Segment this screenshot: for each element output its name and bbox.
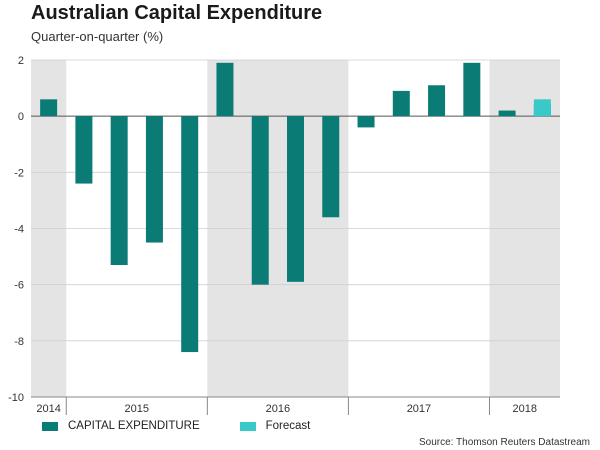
y-tick-label: -4	[14, 224, 24, 236]
x-year-label: 2018	[512, 403, 536, 415]
bar-capex	[110, 116, 128, 266]
legend-label-capex: CAPITAL EXPENDITURE	[68, 420, 200, 432]
bar-capex	[428, 85, 446, 117]
legend-item-forecast: Forecast	[239, 420, 311, 432]
bar-capex	[357, 116, 375, 128]
x-year-label: 2017	[407, 403, 431, 415]
legend: CAPITAL EXPENDITURE Forecast	[42, 420, 350, 432]
bar-capex	[322, 116, 340, 218]
legend-item-capex: CAPITAL EXPENDITURE	[42, 420, 200, 432]
source-note: Source: Thomson Reuters Datastream	[418, 437, 590, 448]
y-tick-label: -10	[8, 392, 24, 404]
y-tick-label: -6	[14, 280, 24, 292]
legend-swatch-capex	[42, 421, 58, 431]
bar-capex	[216, 62, 234, 117]
chart-title: Australian Capital Expenditure	[31, 2, 323, 24]
x-year-label: 2014	[36, 403, 60, 415]
bar-capex	[40, 99, 58, 117]
bar-capex	[498, 110, 516, 117]
x-year-label: 2015	[125, 403, 149, 415]
bar-capex	[181, 116, 199, 353]
x-year-label: 2016	[266, 403, 290, 415]
y-tick-label: 0	[18, 111, 24, 123]
y-tick-label: -2	[14, 167, 24, 179]
bar-forecast	[533, 99, 551, 117]
bar-capex	[392, 90, 410, 117]
bar-capex	[463, 62, 481, 117]
bar-capex	[251, 116, 269, 285]
bar-chart: 2 0 -2 -4 -6 -8 -10 2014 2015 2016 2017 2018	[8, 55, 560, 415]
bar-capex	[75, 116, 93, 184]
bar-capex	[287, 116, 304, 282]
legend-swatch-forecast	[239, 421, 256, 431]
bar-capex	[145, 116, 163, 243]
legend-label-forecast: Forecast	[265, 420, 311, 432]
y-tick-label: -8	[14, 336, 24, 348]
chart-subtitle: Quarter-on-quarter (%)	[31, 29, 164, 44]
y-tick-label: 2	[18, 55, 24, 67]
